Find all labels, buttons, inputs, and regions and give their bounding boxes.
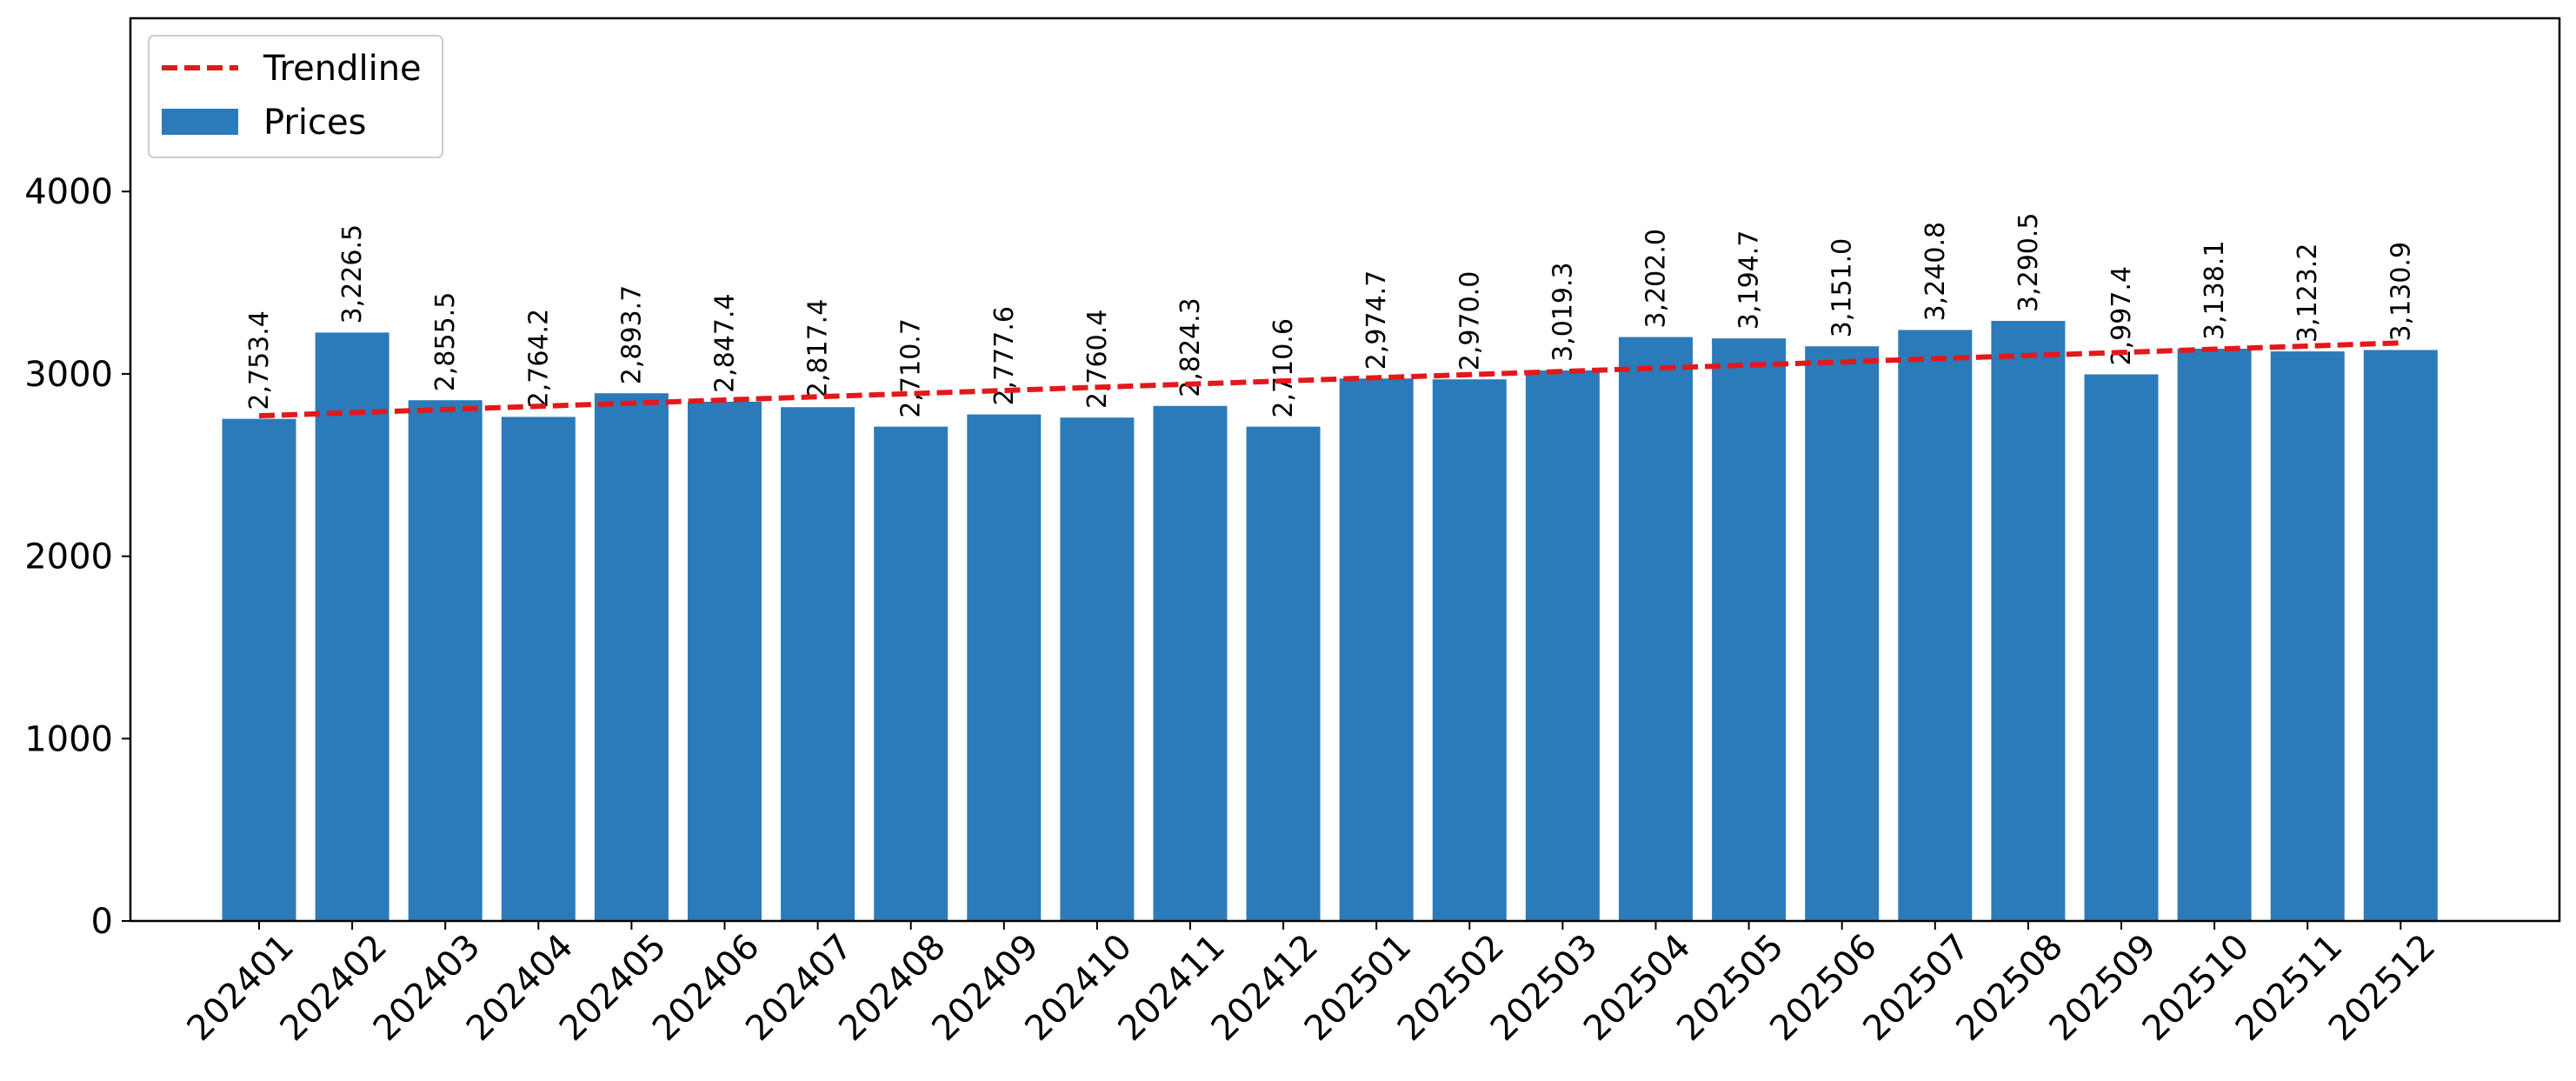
bar-value-label-202509: 2,997.4 xyxy=(2107,266,2137,366)
y-axis: 0 1000 2000 3000 4000 xyxy=(24,172,130,942)
bar-value-label-202504: 3,202.0 xyxy=(1641,229,1672,329)
bar-202505 xyxy=(1712,338,1787,922)
bar-202402 xyxy=(315,332,389,921)
trendline xyxy=(258,340,2401,419)
bar-202502 xyxy=(1432,379,1507,921)
bar-value-label-202403: 2,855.5 xyxy=(430,292,461,392)
bar-202405 xyxy=(594,393,669,921)
bar-202504 xyxy=(1619,337,1693,921)
bar-202401 xyxy=(222,418,296,921)
bar-value-label-202411: 2,824.3 xyxy=(1175,297,1206,397)
bar-202410 xyxy=(1060,417,1135,922)
bar-202511 xyxy=(2270,351,2345,921)
bar-value-label-202505: 3,194.7 xyxy=(1734,230,1765,330)
bar-202508 xyxy=(1991,320,2066,921)
bar-value-label-202510: 3,138.1 xyxy=(2200,240,2230,340)
y-tick-label-1000: 1000 xyxy=(24,719,113,759)
bars-layer xyxy=(222,320,2438,922)
plot-frame xyxy=(129,17,2561,923)
bar-value-label-202405: 2,893.7 xyxy=(616,285,647,385)
bar-value-label-202507: 3,240.8 xyxy=(1920,222,1951,322)
bar-value-label-202410: 2,760.4 xyxy=(1082,310,1113,410)
bar-value-label-202402: 3,226.5 xyxy=(337,224,368,324)
bar-value-label-202412: 2,710.6 xyxy=(1268,318,1299,418)
bar-202406 xyxy=(688,401,762,922)
bar-202509 xyxy=(2084,374,2159,921)
legend-trendline-label: Trendline xyxy=(263,49,422,89)
bar-labels-layer: 2,753.4 3,226.5 2,855.5 2,764.2 2,893.7 2,847… xyxy=(244,212,2416,417)
y-tick-label-0: 0 xyxy=(91,902,113,942)
x-axis: 2024012024022024032024042024052024062024… xyxy=(180,921,2443,1049)
bar-value-label-202511: 3,123.2 xyxy=(2293,244,2323,344)
bar-202506 xyxy=(1805,346,1880,921)
bar-value-label-202401: 2,753.4 xyxy=(244,310,275,410)
bar-value-label-202501: 2,974.7 xyxy=(1361,270,1392,370)
bar-202503 xyxy=(1525,370,1600,921)
bar-value-label-202404: 2,764.2 xyxy=(523,309,554,409)
bar-202404 xyxy=(501,417,576,922)
bar-value-label-202408: 2,710.7 xyxy=(896,318,927,418)
bar-202403 xyxy=(408,400,483,921)
bar-value-label-202407: 2,817.4 xyxy=(803,299,834,399)
bar-202512 xyxy=(2363,350,2438,922)
bar-value-label-202503: 3,019.3 xyxy=(1548,262,1578,362)
bar-value-label-202406: 2,847.4 xyxy=(710,293,741,393)
bar-value-label-202508: 3,290.5 xyxy=(2014,212,2044,312)
bar-202407 xyxy=(781,407,855,921)
legend-prices-swatch xyxy=(162,109,238,135)
legend-prices-label: Prices xyxy=(263,103,366,143)
bar-202510 xyxy=(2177,348,2252,921)
bar-value-label-202506: 3,151.0 xyxy=(1827,238,1858,338)
bar-202411 xyxy=(1153,405,1228,922)
bar-202409 xyxy=(967,414,1042,922)
y-tick-label-3000: 3000 xyxy=(24,355,113,395)
trendline-layer xyxy=(258,340,2401,419)
bar-202507 xyxy=(1898,330,1973,921)
bar-202501 xyxy=(1339,378,1414,921)
legend: Trendline Prices xyxy=(148,35,443,158)
y-tick-label-4000: 4000 xyxy=(24,172,113,212)
bar-202412 xyxy=(1246,426,1321,921)
bar-value-label-202502: 2,970.0 xyxy=(1454,271,1485,371)
y-tick-label-2000: 2000 xyxy=(24,537,113,577)
bar-value-label-202512: 3,130.9 xyxy=(2386,242,2416,342)
bar-202408 xyxy=(874,426,949,921)
